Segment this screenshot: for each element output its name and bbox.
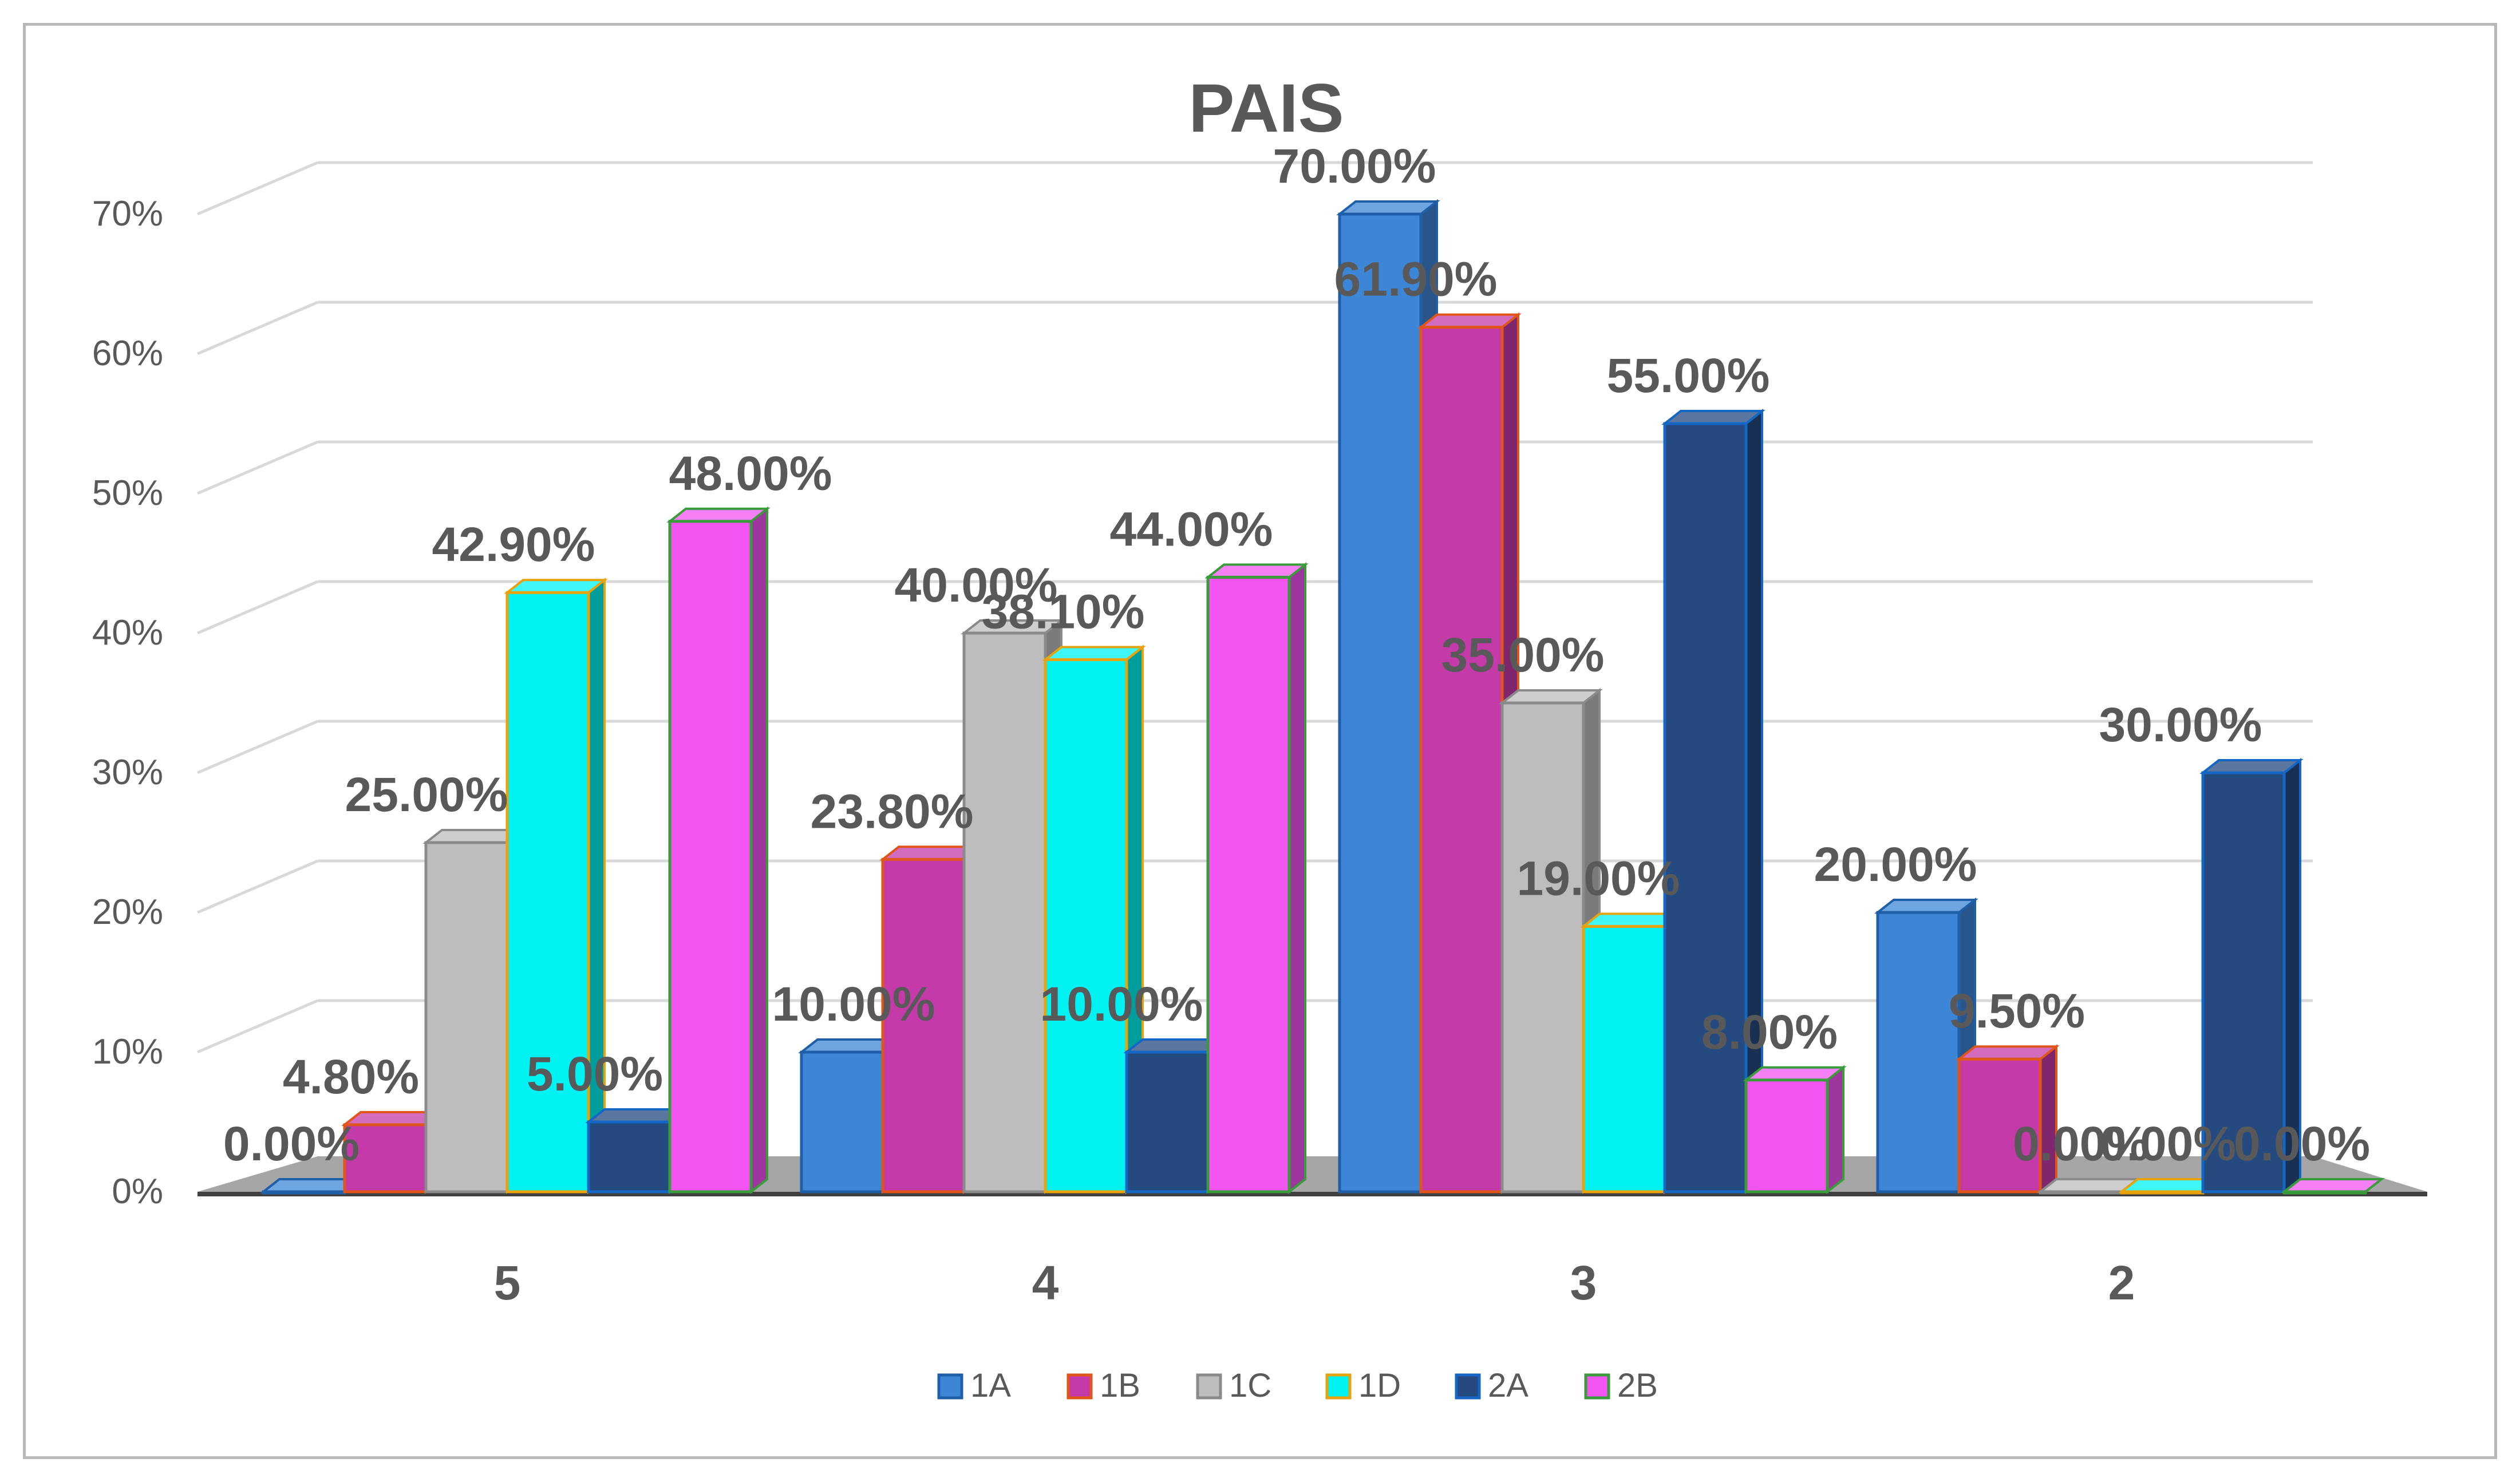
legend-item-1A: 1A	[937, 1367, 1011, 1404]
x-axis: 5 4 3 2	[494, 1256, 2135, 1310]
legend: 1A 1B 1C 1D 2A 2B	[937, 1367, 1658, 1404]
chart-title: PAIS	[1188, 70, 1344, 147]
bar-2B-4	[1204, 562, 1309, 1195]
x-tick-label: 2	[2108, 1256, 2135, 1310]
bars	[260, 199, 2385, 1195]
data-label-2A-4: 10.00%	[1040, 977, 1203, 1031]
data-label-1C-2: 0.00%	[2013, 1117, 2149, 1171]
legend-swatch	[1584, 1373, 1610, 1400]
data-label-2B-3: 8.00%	[1701, 1005, 1838, 1059]
y-tick-label: 50%	[92, 473, 163, 513]
x-tick-label: 5	[494, 1256, 521, 1310]
data-label-1B-3: 61.90%	[1334, 252, 1498, 306]
data-label-2B-5: 48.00%	[669, 446, 832, 500]
gridline-side	[197, 720, 318, 774]
y-tick-label: 70%	[92, 194, 163, 234]
data-label-1A-3: 70.00%	[1273, 139, 1436, 193]
data-label-1A-2: 20.00%	[1814, 837, 1977, 891]
legend-label: 1B	[1100, 1367, 1140, 1404]
data-label-1B-2: 9.50%	[1949, 984, 2085, 1038]
bar-1D-5	[504, 578, 608, 1195]
data-label-2A-5: 5.00%	[527, 1047, 663, 1101]
x-tick-label: 3	[1570, 1256, 1597, 1310]
bar-2A-3	[1661, 408, 1765, 1195]
legend-label: 1C	[1229, 1367, 1271, 1404]
y-tick-label: 60%	[92, 334, 163, 373]
data-label-1C-4: 40.00%	[895, 558, 1058, 612]
gridline-side	[197, 859, 318, 914]
data-label-2A-2: 30.00%	[2099, 698, 2262, 752]
data-label-1D-4: 38.10%	[982, 584, 1145, 638]
legend-swatch	[1196, 1373, 1222, 1400]
legend-label: 1D	[1358, 1367, 1401, 1404]
bar-2A-2	[2199, 757, 2304, 1195]
bar-2B-5	[666, 506, 771, 1195]
y-tick-label: 30%	[92, 753, 163, 792]
legend-label: 1A	[970, 1367, 1011, 1404]
x-tick-label: 4	[1032, 1256, 1059, 1310]
y-tick-label: 20%	[92, 892, 163, 932]
data-label-2B-4: 44.00%	[1110, 502, 1273, 556]
gridline-side	[197, 440, 318, 495]
data-label-1B-5: 4.80%	[283, 1050, 419, 1104]
data-labels: 0.00% 4.80% 25.00% 42.90% 5.00% 48.00% 10.00% 2…	[223, 139, 2370, 1171]
legend-swatch	[937, 1373, 963, 1400]
legend-item-2A: 2A	[1455, 1367, 1528, 1404]
data-label-1C-3: 35.00%	[1441, 628, 1605, 682]
gridlines	[197, 161, 2313, 1054]
legend-item-1C: 1C	[1196, 1367, 1271, 1404]
data-label-1D-2: 0.00%	[2100, 1117, 2236, 1171]
bar-1A-4	[798, 1037, 902, 1195]
y-tick-label: 10%	[92, 1032, 163, 1072]
gridline-side	[197, 580, 318, 635]
y-tick-label: 0%	[112, 1172, 163, 1211]
data-label-2A-3: 55.00%	[1607, 349, 1770, 402]
data-label-1A-4: 10.00%	[772, 977, 935, 1031]
gridline-side	[197, 999, 318, 1054]
legend-item-2B: 2B	[1584, 1367, 1658, 1404]
legend-item-1B: 1B	[1067, 1367, 1140, 1404]
gridline-side	[197, 301, 318, 355]
bar-1A-2	[1874, 897, 1978, 1195]
legend-label: 2A	[1488, 1367, 1528, 1404]
data-label-1C-5: 25.00%	[345, 768, 508, 821]
legend-label: 2B	[1617, 1367, 1658, 1404]
data-label-1D-5: 42.90%	[432, 517, 595, 571]
data-label-1A-5: 0.00%	[223, 1117, 360, 1171]
legend-swatch	[1325, 1373, 1352, 1400]
legend-swatch	[1067, 1373, 1093, 1400]
bar-2B-3	[1743, 1065, 1847, 1195]
data-label-2B-2: 0.00%	[2234, 1117, 2370, 1171]
legend-item-1D: 1D	[1325, 1367, 1401, 1404]
legend-swatch	[1455, 1373, 1481, 1400]
bar-1B-2	[1956, 1044, 2060, 1195]
data-label-1D-3: 19.00%	[1517, 851, 1680, 905]
bar-2B-2	[2281, 1178, 2385, 1195]
bar-1C-4	[961, 618, 1065, 1195]
y-axis: 0% 10% 20% 30% 40% 50% 60% 70%	[92, 194, 163, 1211]
data-label-1B-4: 23.80%	[811, 784, 974, 838]
y-tick-label: 40%	[92, 613, 163, 653]
gridline-side	[197, 161, 318, 216]
